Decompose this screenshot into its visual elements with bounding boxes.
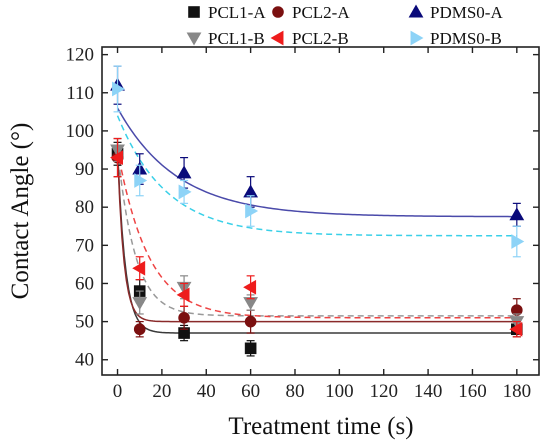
data-point bbox=[245, 203, 259, 219]
plot-frame bbox=[101, 46, 540, 376]
y-tick-label: 50 bbox=[75, 312, 94, 333]
y-tick-label: 80 bbox=[75, 197, 94, 218]
y-tick-label: 90 bbox=[75, 159, 94, 180]
data-point bbox=[176, 165, 192, 179]
data-point bbox=[244, 342, 257, 355]
x-tick-label: 160 bbox=[458, 381, 487, 402]
legend-label: PCL2-B bbox=[292, 29, 349, 48]
legend-label: PCL2-A bbox=[292, 3, 350, 22]
data-point bbox=[178, 184, 192, 200]
y-tick-label: 60 bbox=[75, 273, 94, 294]
y-axis-label: Contact Angle (°) bbox=[7, 123, 34, 300]
legend: PCL1-A PCL2-A PDMS0-A PCL1-B PCL2-B PDMS0-B bbox=[186, 3, 503, 48]
data-point bbox=[176, 287, 190, 303]
y-tick-label: 100 bbox=[66, 121, 95, 142]
y-tick-label: 70 bbox=[75, 235, 94, 256]
legend-marker bbox=[270, 30, 284, 46]
x-tick-label: 180 bbox=[503, 381, 532, 402]
data-point bbox=[134, 173, 148, 188]
fit-curve bbox=[116, 149, 517, 317]
x-tick-label: 140 bbox=[414, 381, 443, 402]
legend-marker bbox=[408, 4, 424, 18]
legend-label: PDMS0-A bbox=[430, 3, 503, 22]
x-tick-label: 60 bbox=[241, 381, 260, 402]
y-tick-label: 120 bbox=[66, 45, 95, 66]
fit-curve bbox=[116, 149, 517, 319]
fit-curve bbox=[116, 115, 517, 237]
x-tick-label: 40 bbox=[197, 381, 216, 402]
x-tick-label: 80 bbox=[285, 381, 304, 402]
data-point bbox=[132, 297, 148, 311]
fit-curves bbox=[116, 107, 517, 334]
data-point bbox=[133, 323, 146, 336]
y-tick-label: 110 bbox=[66, 83, 94, 104]
data-point bbox=[511, 234, 525, 249]
x-tick-label: 120 bbox=[369, 381, 398, 402]
x-axis-label: Treatment time (s) bbox=[228, 413, 413, 440]
legend-label: PCL1-A bbox=[208, 3, 266, 22]
legend-marker bbox=[186, 32, 202, 46]
x-tick-label: 100 bbox=[325, 381, 354, 402]
data-point bbox=[243, 279, 257, 295]
data-point bbox=[509, 207, 525, 221]
tick-labels: 0 20 40 60 80 100 120 140 160 180 40 50 60 70 80 90 100 1… bbox=[66, 45, 532, 402]
axis-ticks bbox=[102, 47, 539, 375]
legend-label: PDMS0-B bbox=[430, 29, 502, 48]
legend-marker bbox=[188, 6, 200, 18]
legend-marker bbox=[410, 30, 424, 46]
data-point bbox=[178, 311, 190, 324]
x-tick-label: 20 bbox=[152, 381, 171, 402]
data-points bbox=[110, 65, 525, 357]
x-tick-label: 0 bbox=[113, 381, 123, 402]
legend-marker bbox=[272, 6, 284, 18]
legend-label: PCL1-B bbox=[208, 29, 265, 48]
data-point bbox=[244, 315, 257, 328]
data-point bbox=[112, 81, 126, 97]
data-point bbox=[132, 260, 146, 276]
data-point bbox=[110, 150, 123, 165]
y-tick-label: 40 bbox=[75, 350, 94, 371]
data-point bbox=[509, 321, 523, 337]
